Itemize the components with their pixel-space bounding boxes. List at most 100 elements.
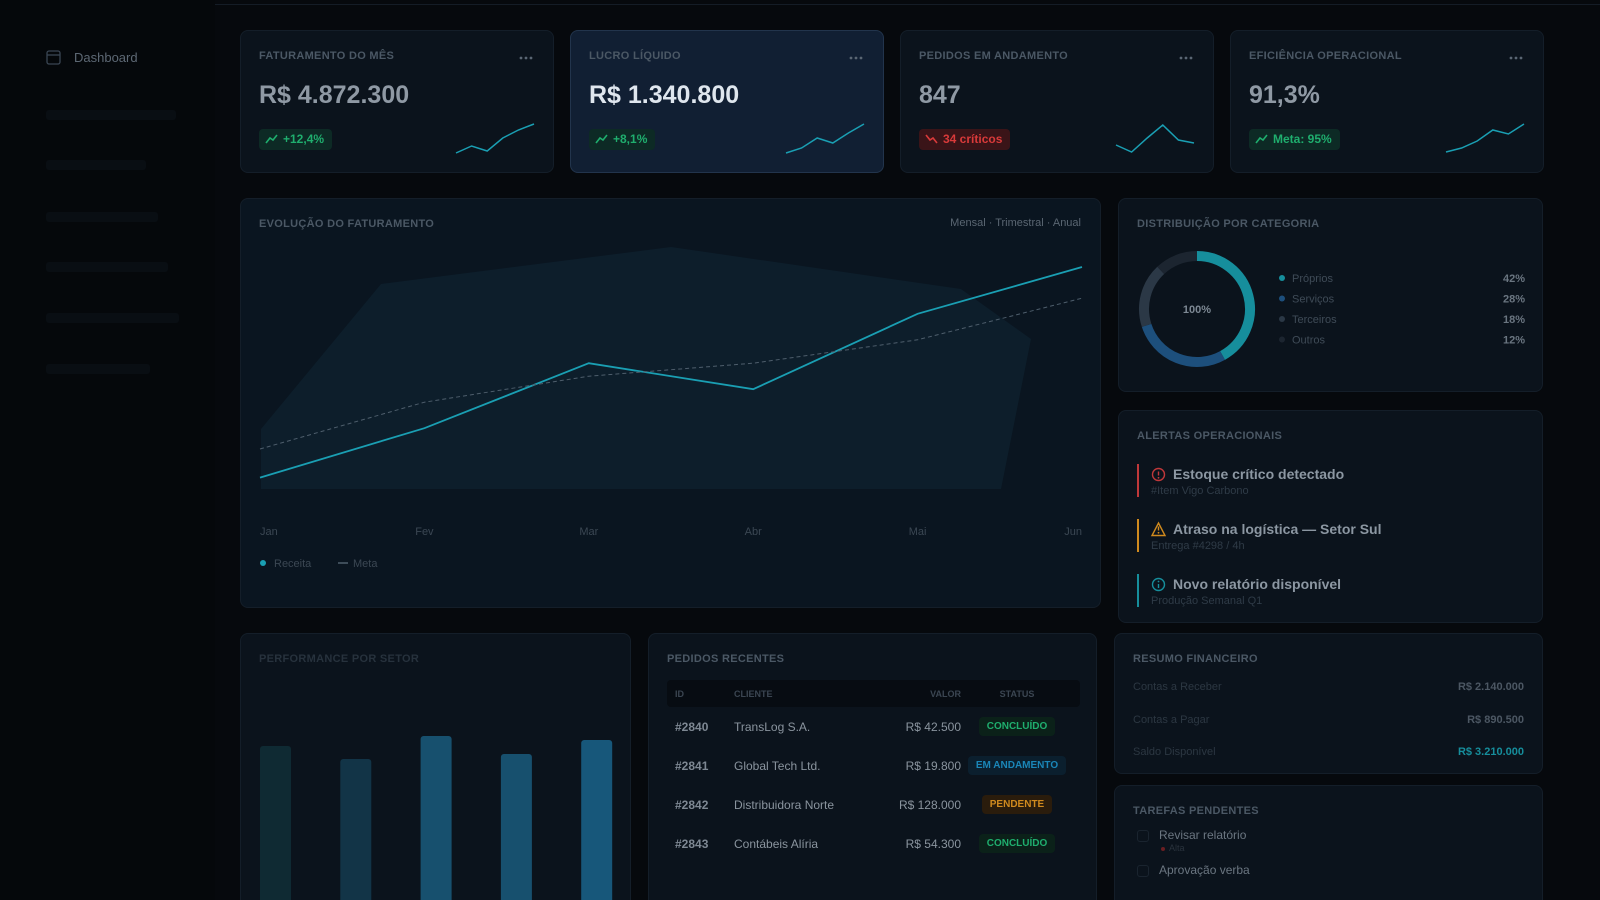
alert-icon-dot	[1157, 531, 1160, 534]
cell-id: #2840	[675, 720, 709, 734]
x-tick-label: Mar	[579, 526, 598, 538]
finance-label: Saldo Disponível	[1133, 746, 1216, 758]
column-header: ID	[675, 689, 684, 699]
task-title: Revisar relatório	[1159, 828, 1247, 842]
finance-label: Contas a Receber	[1133, 681, 1222, 693]
sparkline	[1115, 123, 1195, 153]
column-header: STATUS	[999, 689, 1035, 699]
graphic	[1115, 123, 1195, 153]
chart-title: PERFORMANCE POR SETOR	[259, 653, 420, 665]
legend-label: Terceiros	[1292, 314, 1337, 326]
kpi-badge: 34 críticos	[919, 129, 1011, 150]
trend-icon	[925, 134, 938, 144]
kpi-title: PEDIDOS EM ANDAMENTO	[919, 50, 1069, 62]
alert-title: Atraso na logística — Setor Sul	[1173, 521, 1382, 537]
menu-dot	[524, 56, 528, 60]
menu-dot	[1184, 56, 1188, 60]
status-pill: CONCLUÍDO	[978, 834, 1056, 853]
alert-title: Novo relatório disponível	[1173, 576, 1342, 592]
kpi-title: FATURAMENTO DO MÊS	[259, 50, 395, 62]
cell-client: TransLog S.A.	[734, 720, 811, 734]
badge-text: Meta: 95%	[1273, 132, 1332, 146]
donut-segment	[1141, 323, 1225, 367]
finance-card: RESUMO FINANCEIRO Contas a Receber R$ 2.14…	[1114, 633, 1543, 774]
priority-dot	[1161, 847, 1165, 851]
graphic	[1179, 56, 1193, 60]
task-checkbox[interactable]	[1137, 830, 1149, 842]
graphic	[595, 134, 608, 144]
graphic	[849, 56, 863, 60]
graphic	[455, 123, 535, 154]
finance-value: R$ 890.500	[1467, 713, 1524, 726]
donut-segment	[1139, 266, 1165, 327]
status-pill: EM ANDAMENTO	[967, 756, 1067, 775]
nav-item-placeholder	[46, 364, 150, 374]
cell-id: #2843	[675, 837, 709, 851]
card-title: ALERTAS OPERACIONAIS	[1137, 430, 1283, 442]
legend-dot	[1279, 275, 1285, 281]
x-tick-label: Fev	[415, 526, 434, 538]
bar	[340, 759, 372, 900]
graphic	[1509, 56, 1523, 60]
kpi-value: 91,3%	[1249, 81, 1320, 109]
cell-client: Contábeis Alíria	[734, 837, 819, 851]
cell-value: R$ 128.000	[898, 798, 961, 812]
finance-label: Contas a Pagar	[1133, 713, 1210, 726]
menu-dot	[859, 56, 863, 60]
finance-value: R$ 2.140.000	[1457, 681, 1524, 693]
revenue-chart-card: EVOLUÇÃO DO FATURAMENTO Mensal · Trimestr…	[240, 198, 1101, 608]
nav-item-placeholder	[46, 262, 168, 272]
graphic	[519, 56, 533, 60]
graphic	[1255, 134, 1268, 144]
status-cell: PENDENTE	[957, 794, 1077, 814]
kpi-badge: +8,1%	[589, 129, 656, 150]
legend-value: 12%	[1503, 335, 1525, 347]
table-header	[667, 680, 1080, 707]
status-cell: CONCLUÍDO	[957, 833, 1077, 853]
alert-bar	[1137, 574, 1139, 607]
menu-dot	[519, 56, 523, 60]
legend-dot	[1279, 336, 1285, 343]
kpi-card: FATURAMENTO DO MÊS R$ 4.872.300 +12,4%	[240, 30, 554, 173]
alert-icon-dot	[1157, 580, 1160, 583]
kpi-value: R$ 1.340.800	[589, 81, 740, 109]
cell-value: R$ 54.300	[905, 837, 961, 851]
graphic	[1151, 467, 1166, 482]
trend-icon	[265, 134, 278, 144]
graphic	[925, 134, 938, 144]
kpi-badge: +12,4%	[259, 129, 333, 150]
x-tick-label: Jun	[1064, 526, 1082, 538]
alert-detail: Entrega #4298 / 4h	[1151, 540, 1245, 552]
alert-icon	[1151, 577, 1166, 592]
legend-dot	[1279, 316, 1285, 322]
cell-value: R$ 19.800	[905, 759, 961, 773]
line-series	[259, 266, 1083, 479]
x-tick-label: Mai	[909, 526, 927, 538]
status-pill: PENDENTE	[981, 795, 1053, 814]
chart-title: DISTRIBUIÇÃO POR CATEGORIA	[1137, 218, 1320, 230]
dashboard-icon	[46, 50, 61, 65]
line-series	[259, 297, 1083, 450]
trend-icon	[595, 134, 608, 144]
cell-id: #2842	[675, 798, 709, 812]
alert-bar	[1137, 464, 1139, 497]
graphic	[46, 50, 61, 65]
trend-icon	[1255, 134, 1268, 144]
kpi-card: PEDIDOS EM ANDAMENTO 847 34 críticos	[900, 30, 1214, 173]
bar	[260, 746, 291, 900]
category-card: DISTRIBUIÇÃO POR CATEGORIA Próprios 42% Ser…	[1118, 198, 1543, 392]
kpi-value: 847	[919, 81, 961, 109]
bar	[500, 754, 532, 900]
menu-dot	[1179, 56, 1183, 60]
graphic	[785, 123, 865, 154]
task-checkbox[interactable]	[1137, 865, 1149, 877]
alert-bar	[1137, 519, 1139, 552]
nav-item-placeholder	[46, 110, 176, 120]
graphic	[1151, 577, 1166, 592]
chart-title: EVOLUÇÃO DO FATURAMENTO	[259, 218, 435, 230]
menu-dot	[1514, 56, 1518, 60]
legend-swatch	[260, 560, 266, 566]
tasks-card: TAREFAS PENDENTES Revisar relatório Alta Ap…	[1114, 785, 1543, 900]
bar	[420, 736, 452, 900]
